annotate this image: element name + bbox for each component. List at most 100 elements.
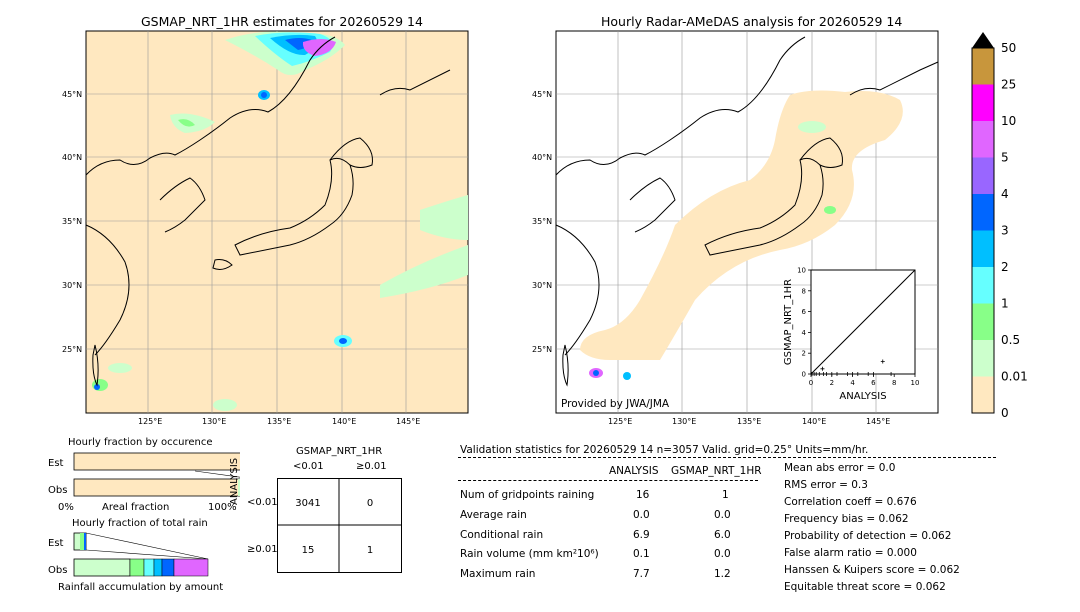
right-lon-135: 135°E bbox=[737, 417, 761, 426]
colorbar-label: 10 bbox=[1001, 114, 1016, 128]
scatter-xtick: 6 bbox=[871, 379, 876, 387]
row-label: Rain volume (mm km²10⁶) bbox=[460, 548, 599, 560]
score-line: Equitable threat score = 0.062 bbox=[784, 581, 946, 593]
occ-x0: 0% bbox=[58, 502, 74, 513]
row-gsmap: 0.0 bbox=[714, 509, 731, 521]
tr-est-seg bbox=[80, 533, 84, 550]
contingency-col-lt: <0.01 bbox=[293, 461, 324, 472]
occurence-title: Hourly fraction by occurence bbox=[68, 437, 213, 448]
left-lon-140: 140°E bbox=[332, 417, 356, 426]
occ-xlabel: Areal fraction bbox=[102, 502, 169, 513]
colorbar-segment bbox=[972, 267, 994, 304]
right-lat-40: 40°N bbox=[532, 153, 552, 162]
colorbar-label: 4 bbox=[1001, 187, 1009, 201]
tr-est-label: Est bbox=[48, 538, 64, 549]
row-gsmap: 1 bbox=[722, 489, 729, 501]
left-lon-135: 135°E bbox=[267, 417, 291, 426]
radar-echo bbox=[824, 206, 836, 214]
table-divider bbox=[458, 480, 758, 481]
colorbar-label: 0.5 bbox=[1001, 333, 1020, 347]
contingency-row-lt: <0.01 bbox=[247, 497, 278, 508]
colorbar-segment bbox=[972, 303, 994, 340]
scatter-point bbox=[820, 366, 825, 371]
score-line: Probability of detection = 0.062 bbox=[784, 530, 952, 542]
occ-est-label: Est bbox=[48, 458, 64, 469]
left-lon-125: 125°E bbox=[138, 417, 162, 426]
colorbar-label: 3 bbox=[1001, 224, 1009, 238]
colorbar-label: 5 bbox=[1001, 151, 1009, 165]
scatter-ytick: 4 bbox=[802, 329, 807, 337]
score-line: Hanssen & Kuipers score = 0.062 bbox=[784, 564, 960, 576]
score-line: Mean abs error = 0.0 bbox=[784, 462, 896, 474]
left-map-gridlines bbox=[86, 31, 468, 413]
left-lat-30: 30°N bbox=[62, 281, 82, 290]
cell-fp: 0 bbox=[367, 498, 373, 509]
left-map-precip bbox=[92, 31, 468, 411]
radar-coverage bbox=[580, 90, 903, 360]
colorbar-segment bbox=[972, 376, 994, 413]
row-analysis: 6.9 bbox=[633, 529, 650, 541]
row-gsmap: 1.2 bbox=[714, 568, 731, 580]
colorbar-label: 25 bbox=[1001, 78, 1016, 92]
row-analysis: 16 bbox=[636, 489, 650, 501]
tr-xlabel: Rainfall accumulation by amount bbox=[58, 582, 223, 593]
scatter-xtick: 2 bbox=[830, 379, 834, 387]
row-label: Num of gridpoints raining bbox=[460, 489, 595, 501]
tr-obs-seg bbox=[173, 558, 209, 577]
right-map-title: Hourly Radar-AMeDAS analysis for 2026052… bbox=[601, 14, 903, 29]
score-line: Frequency bias = 0.062 bbox=[784, 513, 909, 525]
scatter-point bbox=[835, 372, 839, 376]
cell-tp: 1 bbox=[367, 545, 373, 556]
radar-echo bbox=[593, 370, 599, 376]
colorbar-extend-arrow bbox=[972, 32, 994, 48]
scatter-ytick: 2 bbox=[802, 350, 806, 358]
occurence-chart: Est Obs 0% 100% Areal fraction bbox=[48, 452, 240, 513]
tr-obs-seg bbox=[161, 558, 175, 577]
score-line: RMS error = 0.3 bbox=[784, 479, 868, 491]
row-label: Average rain bbox=[460, 509, 527, 521]
left-map-lat-labels: 45°N 40°N 35°N 30°N 25°N bbox=[62, 90, 82, 354]
left-map-coastline bbox=[85, 36, 451, 387]
score-line: Correlation coeff = 0.676 bbox=[784, 496, 917, 508]
row-analysis: 0.0 bbox=[633, 509, 650, 521]
occ-x100: 100% bbox=[208, 502, 237, 513]
right-map-coastline bbox=[555, 36, 939, 387]
score-line: False alarm ratio = 0.000 bbox=[784, 547, 917, 559]
right-lat-35: 35°N bbox=[532, 217, 552, 226]
scatter-point bbox=[817, 372, 822, 376]
occ-obs-rain-fill bbox=[238, 479, 240, 496]
occ-obs-label: Obs bbox=[48, 485, 67, 496]
scatter-point bbox=[824, 372, 829, 376]
radar-echo bbox=[798, 121, 826, 133]
col-gsmap: GSMAP_NRT_1HR bbox=[671, 465, 762, 477]
colorbar-segment bbox=[972, 194, 994, 231]
scatter-xtick: 0 bbox=[809, 379, 813, 387]
right-lon-125: 125°E bbox=[608, 417, 632, 426]
right-lon-130: 130°E bbox=[672, 417, 696, 426]
left-lat-25: 25°N bbox=[62, 345, 82, 354]
scatter-xtick: 4 bbox=[850, 379, 855, 387]
scatter-inset: 0 2 4 6 8 10 0 2 4 6 8 10 ANALYSIS GSMAP_NRT_1HR bbox=[783, 267, 919, 403]
scatter-point bbox=[845, 372, 850, 376]
right-lat-30: 30°N bbox=[532, 281, 552, 290]
contingency-col-ge: ≥0.01 bbox=[356, 461, 387, 472]
col-analysis: ANALYSIS bbox=[609, 465, 659, 477]
contingency-title: GSMAP_NRT_1HR bbox=[296, 446, 383, 457]
cell-fn: 15 bbox=[302, 545, 315, 556]
right-lon-140: 140°E bbox=[802, 417, 826, 426]
colorbar-frame bbox=[971, 47, 995, 414]
right-lat-25: 25°N bbox=[532, 345, 552, 354]
tr-obs-seg bbox=[153, 558, 163, 577]
scatter-ytick: 0 bbox=[802, 371, 806, 379]
scatter-point bbox=[871, 372, 876, 376]
validation-divider bbox=[458, 457, 996, 458]
tr-obs-seg bbox=[129, 558, 145, 577]
left-lat-35: 35°N bbox=[62, 217, 82, 226]
colorbar-segment bbox=[972, 157, 994, 194]
colorbar-segment bbox=[972, 121, 994, 158]
contingency-row-label: ANALYSIS bbox=[229, 457, 240, 505]
row-gsmap: 0.0 bbox=[714, 548, 731, 560]
right-map-lon-labels: 125°E 130°E 135°E 140°E 145°E bbox=[608, 417, 890, 426]
colorbar-label: 1 bbox=[1001, 297, 1009, 311]
tr-est-seg bbox=[84, 533, 86, 550]
